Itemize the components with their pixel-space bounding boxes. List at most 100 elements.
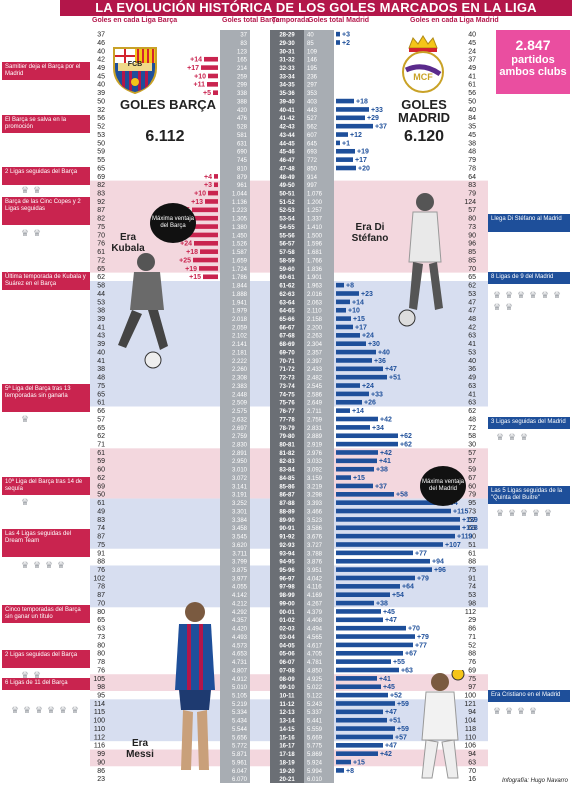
madrid-total-goals: 5.559: [307, 727, 323, 733]
barca-goals-total: 6.112: [145, 128, 185, 145]
madrid-season-goals: 110: [465, 734, 476, 741]
difference-bar: [336, 600, 374, 606]
difference-label: +63: [401, 667, 413, 674]
annotation-madrid-quinta-buitre: Las 5 Ligas seguidas de la "Quinta del B…: [488, 486, 570, 504]
barca-total-goals: 3.875: [232, 568, 248, 574]
madrid-season-goals: 75: [468, 676, 476, 683]
difference-label: +107: [445, 542, 461, 549]
difference-label: +51: [389, 718, 401, 725]
barca-season-goals: 78: [97, 659, 105, 666]
season-label: 44-45: [279, 141, 295, 147]
difference-label: +15: [353, 316, 365, 323]
barca-season-goals: 74: [97, 525, 105, 532]
barca-total-goals: 420: [237, 108, 248, 114]
barca-season-goals: 105: [93, 676, 105, 683]
difference-bar: [336, 558, 430, 564]
madrid-total-goals: 5.122: [307, 693, 323, 699]
madrid-total-goals: 2.158: [307, 317, 323, 323]
matches-promo-box: 2.847 partidos ambos clubs: [496, 30, 570, 94]
difference-bar: [336, 542, 443, 547]
difference-label: +42: [380, 416, 392, 423]
difference-bar: [336, 734, 393, 740]
difference-bar: [336, 743, 383, 748]
madrid-total-goals: 1.963: [307, 284, 323, 290]
madrid-season-goals: 76: [468, 659, 476, 666]
difference-bar: [336, 341, 366, 347]
madrid-season-goals: 41: [468, 341, 476, 348]
barca-total-goals: 5.334: [232, 710, 248, 716]
difference-bar: [336, 717, 387, 723]
madrid-total-goals: 4.116: [307, 585, 322, 591]
difference-bar: [336, 500, 440, 505]
season-label: 02-03: [279, 627, 295, 633]
barca-total-goals: 690: [237, 150, 248, 156]
difference-label: +18: [356, 98, 368, 105]
madrid-total-goals: 3.159: [307, 476, 323, 482]
season-label: 73-74: [279, 384, 295, 390]
madrid-season-goals: 84: [468, 115, 476, 122]
madrid-season-goals: 72: [468, 425, 476, 432]
difference-label: +51: [389, 375, 401, 382]
difference-bar: [194, 241, 218, 246]
season-label: 05-06: [279, 652, 295, 658]
barca-season-goals: 41: [97, 358, 105, 365]
barca-total-goals: 1.305: [232, 217, 248, 223]
season-label: 08-09: [279, 677, 295, 683]
difference-label: +115: [453, 508, 468, 515]
madrid-season-goals: 67: [468, 475, 476, 482]
barca-season-goals: 45: [97, 73, 105, 80]
difference-label: +29: [367, 115, 379, 122]
difference-bar: [336, 709, 383, 715]
madrid-season-goals: 38: [468, 140, 476, 147]
season-label: 34-35: [279, 83, 295, 89]
season-label: 57-58: [279, 250, 295, 256]
madrid-total-goals: 997: [307, 183, 318, 189]
difference-bar: [336, 391, 369, 397]
barca-season-goals: 50: [97, 98, 105, 105]
madrid-total-goals: 2.919: [307, 442, 323, 448]
madrid-total-goals: 297: [307, 83, 318, 89]
barca-season-goals: 62: [97, 475, 105, 482]
difference-bar: [336, 701, 395, 706]
madrid-season-goals: 53: [468, 592, 476, 599]
difference-label: +96: [434, 567, 446, 574]
madrid-total-goals: 1.681: [307, 250, 323, 256]
barca-season-goals: 76: [97, 567, 105, 574]
difference-label: +94: [432, 559, 444, 566]
difference-bar: [336, 291, 359, 296]
barca-season-goals: 53: [97, 299, 105, 306]
madrid-season-goals: 97: [468, 684, 476, 691]
difference-label: +30: [368, 341, 380, 348]
difference-label: +77: [415, 642, 427, 649]
barca-season-goals: 40: [97, 48, 105, 55]
season-label: 81-82: [279, 451, 295, 457]
difference-bar: [336, 148, 355, 154]
season-label: 46-47: [279, 158, 295, 164]
madrid-total-goals: 1.500: [307, 233, 323, 239]
season-label: 28-29: [279, 33, 295, 39]
madrid-season-goals: 51: [468, 542, 476, 549]
barca-total-goals: 2.697: [232, 426, 248, 432]
difference-label: +119: [457, 534, 472, 541]
difference-label: +77: [415, 550, 427, 557]
difference-label: +17: [187, 65, 199, 72]
difference-label: +1: [342, 140, 350, 147]
season-label: 56-57: [279, 242, 295, 248]
madrid-crest-icon: MCF: [400, 34, 446, 94]
barca-total-goals: 4.055: [232, 585, 248, 591]
trophy-icon: ♛: [20, 414, 30, 424]
madrid-season-goals: 94: [468, 751, 476, 758]
player-cristiano-icon: [421, 670, 465, 779]
difference-label: +19: [185, 266, 197, 273]
madrid-total-goals: 2.889: [307, 434, 323, 440]
season-label: 61-62: [279, 284, 295, 290]
barca-total-goals: 2.383: [232, 384, 248, 390]
barca-season-goals: 57: [97, 416, 105, 423]
madrid-season-goals: 80: [468, 216, 476, 223]
difference-bar: [336, 492, 394, 497]
barca-total-goals: 581: [237, 133, 248, 139]
annotation-barca-promocion: El Barça se salva en la promoción: [2, 115, 90, 133]
season-label: 55-56: [279, 233, 295, 239]
difference-bar: [336, 466, 374, 472]
barca-total-goals: 3.072: [232, 476, 248, 482]
